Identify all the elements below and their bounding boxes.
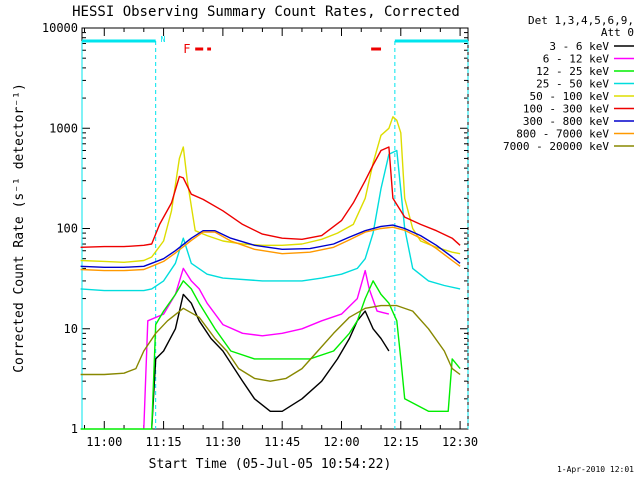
- x-tick-labels: 11:00 11:15 11:30 11:45 12:00 12:15 12:30: [86, 435, 478, 449]
- chart-title: HESSI Observing Summary Count Rates, Cor…: [72, 4, 460, 20]
- x-axis-label: Start Time (05-Jul-05 10:54:22): [149, 457, 392, 472]
- y-tick-label: 1000: [49, 121, 78, 135]
- y-tick-label: 10: [64, 322, 78, 336]
- series-line-6: [80, 224, 461, 268]
- legend-entry-label: 100 - 300 keV: [523, 103, 609, 116]
- x-tick-label: 11:15: [146, 435, 182, 449]
- x-tick-label: 12:30: [442, 435, 478, 449]
- x-tick-label: 11:30: [205, 435, 241, 449]
- night-flag-label: N: [161, 35, 166, 44]
- series-line-2: [80, 280, 461, 430]
- legend-entry-label: 300 - 800 keV: [523, 115, 609, 128]
- series-line-1: [143, 267, 390, 430]
- legend-entry-label: 25 - 50 keV: [536, 78, 609, 91]
- plot-frame: [81, 27, 469, 430]
- x-tick-label: 11:45: [264, 435, 300, 449]
- y-tick-label: 100: [56, 222, 78, 236]
- legend-entry-label: 50 - 100 keV: [530, 90, 610, 103]
- x-tick-label: 11:00: [86, 435, 122, 449]
- series-line-4: [80, 116, 461, 263]
- legend-entry-label: 6 - 12 keV: [543, 53, 610, 66]
- series-lines: [80, 116, 461, 430]
- x-tick-label: 12:15: [383, 435, 419, 449]
- axis-ticks: [82, 27, 468, 430]
- legend-entry-label: 3 - 6 keV: [549, 40, 609, 53]
- observing-flag-bars: NF: [81, 35, 469, 429]
- legend-entry-label: 7000 - 20000 keV: [503, 140, 609, 153]
- x-tick-label: 12:00: [323, 435, 359, 449]
- series-line-5: [80, 146, 461, 248]
- y-tick-label: 10000: [42, 21, 78, 35]
- y-tick-labels: 1 10 100 1000 10000: [42, 21, 78, 436]
- legend-header-line-1: Det 1,3,4,5,6,9,: [528, 14, 634, 27]
- series-line-8: [80, 304, 461, 382]
- y-axis-label: Corrected Count Rate (s⁻¹ detector⁻¹): [12, 83, 27, 373]
- timestamp-footer: 1-Apr-2010 12:01: [557, 465, 634, 474]
- legend-header-line-2: Att 0: [601, 26, 634, 39]
- legend-entry-label: 800 - 7000 keV: [516, 128, 609, 141]
- series-line-7: [80, 226, 461, 272]
- flare-flag-label: F: [183, 42, 190, 56]
- y-tick-label: 1: [71, 422, 78, 436]
- legend-entry-label: 12 - 25 keV: [536, 65, 609, 78]
